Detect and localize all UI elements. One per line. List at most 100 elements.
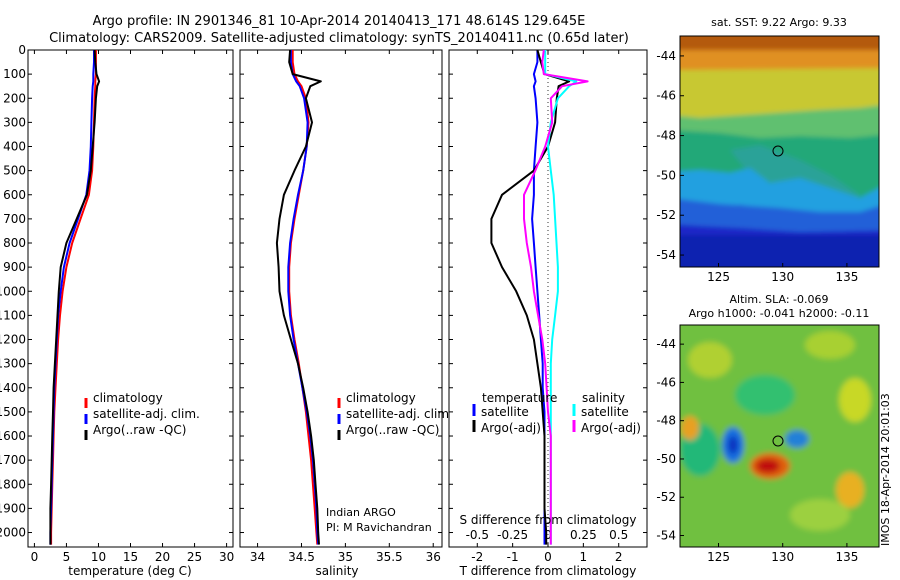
map-y-tick-label: -46 (656, 375, 676, 389)
map-x-tick-label: 130 (771, 550, 794, 564)
difference-lines (490, 50, 589, 545)
depth-tick-label: 100 (3, 67, 26, 81)
depth-tick-label: 700 (3, 212, 26, 226)
depth-tick-label: 1900 (0, 501, 26, 515)
legend-temperature-argo: Argo(-adj) (481, 421, 541, 435)
depth-tick-label: 500 (3, 164, 26, 178)
sst-map-frame (679, 35, 880, 268)
depth-tick-label: 600 (3, 188, 26, 202)
map-y-tick-label: -48 (656, 129, 676, 143)
sst-argo-position-marker (772, 145, 784, 157)
temperature-xlabel: temperature (deg C) (68, 564, 191, 578)
x-tick-label: 34 (250, 550, 265, 564)
x-tick-label: 25 (187, 550, 202, 564)
salinity-annotation-2: PI: M Ravichandran (326, 521, 432, 534)
sst-map-ticks: 125 130 135 -44 -46 -48 -50 -52 -54 (656, 49, 858, 284)
map-y-tick-label: -54 (656, 248, 676, 262)
depth-tick-label: 400 (3, 140, 26, 154)
salinity-panel: 34 34.5 35 35.5 36 salinity climatology sate… (239, 49, 453, 578)
x-tick-label: 36 (426, 550, 441, 564)
salinity-annotation-1: Indian ARGO (326, 506, 396, 519)
x-tick-label: 2 (615, 550, 623, 564)
salinity-ticks: 34 34.5 35 35.5 36 (240, 49, 442, 564)
map-y-tick-label: -44 (656, 49, 676, 63)
map-y-tick-label: -44 (656, 337, 676, 351)
depth-tick-label: 1500 (0, 405, 26, 419)
temperature-lines (49, 50, 101, 545)
salinity-legend-argo: Argo(..raw -QC) (346, 423, 439, 437)
x-tick-label: 5 (63, 550, 71, 564)
temperature-legend-argo: Argo(..raw -QC) (93, 423, 186, 437)
sla-argo-position-marker (772, 435, 784, 447)
salinity-legend: climatology satellite-adj. clim. Argo(..… (337, 391, 453, 440)
depth-tick-label: 800 (3, 236, 26, 250)
map-x-tick-label: 125 (707, 550, 730, 564)
temperature-legend-climatology: climatology (93, 391, 163, 405)
x-tick-label: -1 (507, 550, 519, 564)
title-line-2: Climatology: CARS2009. Satellite-adjuste… (49, 31, 629, 46)
depth-tick-label: 2000 (0, 526, 26, 540)
x-tick-label: 0 (31, 550, 39, 564)
salinity-legend-satellite: satellite-adj. clim. (346, 407, 453, 421)
legend-temperature-heading: temperature (482, 391, 557, 405)
x-tick-label: 30 (219, 550, 234, 564)
temperature-legend: climatology satellite-adj. clim. Argo(..… (84, 391, 200, 440)
sst-map: sat. SST: 9.22 Argo: 9.33 125 130 135 -44 -4… (656, 16, 880, 284)
x-tick-label: 1 (580, 550, 588, 564)
temperature-argo-line (49, 50, 101, 545)
depth-tick-label: 200 (3, 91, 26, 105)
title-line-1: Argo profile: IN 2901346_81 10-Apr-2014 … (93, 14, 586, 29)
s-tick-label: -0.25 (497, 528, 528, 542)
x-tick-label: 0 (544, 550, 552, 564)
map-y-tick-label: -50 (656, 168, 676, 182)
imos-timestamp-label: IMOS 18-Apr-2014 20:01:03 (879, 393, 892, 546)
map-x-tick-label: 125 (707, 270, 730, 284)
salinity-argo-line (275, 50, 322, 545)
x-tick-label: 34.5 (288, 550, 315, 564)
depth-tick-label: 900 (3, 260, 26, 274)
legend-salinity-satellite: satellite (581, 405, 629, 419)
s-tick-label: -0.5 (466, 528, 489, 542)
legend-temperature-satellite: satellite (481, 405, 529, 419)
salinity-lines (275, 50, 322, 545)
depth-tick-label: 1400 (0, 381, 26, 395)
s-tick-label: 0.5 (609, 528, 628, 542)
temperature-legend-satellite: satellite-adj. clim. (93, 407, 200, 421)
depth-tick-label: 1000 (0, 284, 26, 298)
t-diff-argo-line (490, 50, 571, 545)
s-tick-label: 0.25 (570, 528, 597, 542)
x-tick-label: -2 (471, 550, 483, 564)
map-y-tick-label: -48 (656, 414, 676, 428)
x-tick-label: 15 (123, 550, 138, 564)
map-y-tick-label: -52 (656, 490, 676, 504)
sst-map-title: sat. SST: 9.22 Argo: 9.33 (711, 16, 847, 29)
depth-tick-label: 1800 (0, 477, 26, 491)
depth-tick-label: 1700 (0, 453, 26, 467)
map-y-tick-label: -52 (656, 208, 676, 222)
s-tick-label: 0 (544, 528, 552, 542)
difference-xlabel: T difference from climatology (459, 564, 637, 578)
depth-tick-label: 1300 (0, 357, 26, 371)
legend-salinity-argo: Argo(-adj) (581, 421, 641, 435)
map-x-tick-label: 130 (771, 270, 794, 284)
s-diff-argo-line (523, 50, 589, 545)
temperature-ticks: 0 5 10 15 20 25 30 (28, 49, 234, 564)
map-y-tick-label: -46 (656, 89, 676, 103)
map-y-tick-label: -50 (656, 452, 676, 466)
difference-ticks: -2 -1 0 1 2 -0.5 -0.25 0 0.25 0.5 (449, 49, 647, 564)
difference-panel: -2 -1 0 1 2 -0.5 -0.25 0 0.25 0.5 T difference fr… (448, 49, 648, 578)
map-x-tick-label: 135 (835, 550, 858, 564)
map-x-tick-label: 135 (835, 270, 858, 284)
temperature-panel: 0 5 10 15 20 25 30 temperature (deg C) climato… (27, 49, 234, 578)
salinity-axes-box (239, 49, 443, 548)
sla-map-title-1: Altim. SLA: -0.069 (729, 293, 828, 306)
depth-axis: 0 100 200 300 400 500 600 700 800 900 1000 1100 1200… (0, 43, 26, 540)
difference-legend: temperature satellite Argo(-adj) salinit… (472, 391, 641, 435)
sla-map-title-2: Argo h1000: -0.041 h2000: -0.11 (689, 307, 870, 320)
sla-map: Altim. SLA: -0.069 Argo h1000: -0.041 h2… (656, 293, 892, 564)
depth-tick-label: 1100 (0, 308, 26, 322)
depth-tick-label: 1200 (0, 333, 26, 347)
legend-salinity-heading: salinity (582, 391, 625, 405)
map-y-tick-label: -54 (656, 529, 676, 543)
